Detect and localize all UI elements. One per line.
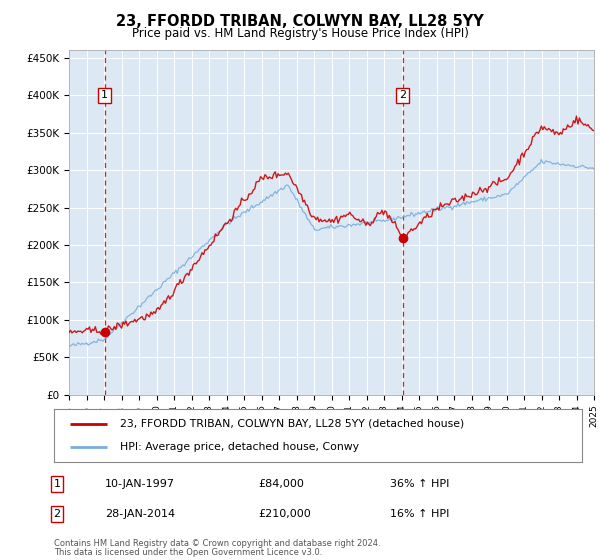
Text: 23, FFORDD TRIBAN, COLWYN BAY, LL28 5YY (detached house): 23, FFORDD TRIBAN, COLWYN BAY, LL28 5YY … — [120, 419, 464, 429]
Text: £210,000: £210,000 — [258, 509, 311, 519]
Text: Price paid vs. HM Land Registry's House Price Index (HPI): Price paid vs. HM Land Registry's House … — [131, 27, 469, 40]
Text: 2: 2 — [53, 509, 61, 519]
Text: Contains HM Land Registry data © Crown copyright and database right 2024.: Contains HM Land Registry data © Crown c… — [54, 539, 380, 548]
Text: 36% ↑ HPI: 36% ↑ HPI — [390, 479, 449, 489]
Text: 28-JAN-2014: 28-JAN-2014 — [105, 509, 175, 519]
Text: £84,000: £84,000 — [258, 479, 304, 489]
Text: 16% ↑ HPI: 16% ↑ HPI — [390, 509, 449, 519]
Text: 23, FFORDD TRIBAN, COLWYN BAY, LL28 5YY: 23, FFORDD TRIBAN, COLWYN BAY, LL28 5YY — [116, 14, 484, 29]
Text: 2: 2 — [399, 90, 406, 100]
Text: 10-JAN-1997: 10-JAN-1997 — [105, 479, 175, 489]
Text: HPI: Average price, detached house, Conwy: HPI: Average price, detached house, Conw… — [120, 442, 359, 452]
Text: 1: 1 — [53, 479, 61, 489]
Text: This data is licensed under the Open Government Licence v3.0.: This data is licensed under the Open Gov… — [54, 548, 322, 557]
Text: 1: 1 — [101, 90, 108, 100]
